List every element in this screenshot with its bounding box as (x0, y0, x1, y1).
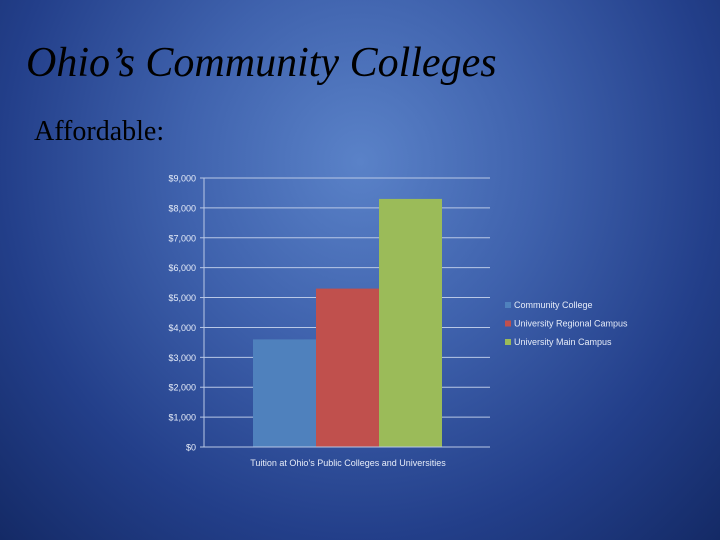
legend-label: University Regional Campus (514, 319, 628, 329)
y-tick-label: $1,000 (168, 413, 196, 423)
y-tick-label: $4,000 (168, 323, 196, 333)
x-category-label: Tuition at Ohio’s Public Colleges and Un… (250, 458, 446, 468)
y-tick-label: $5,000 (168, 293, 196, 303)
y-tick-label: $9,000 (168, 174, 196, 184)
legend-label: University Main Campus (514, 337, 612, 347)
bar-university-regional-campus (316, 288, 379, 447)
legend-swatch (505, 320, 511, 327)
bar-community-college (253, 339, 316, 447)
y-tick-label: $6,000 (168, 263, 196, 273)
y-tick-label: $7,000 (168, 233, 196, 243)
slide-subtitle: Affordable: (34, 116, 165, 147)
legend-label: Community College (514, 300, 593, 310)
y-tick-label: $0 (186, 443, 196, 453)
y-tick-label: $2,000 (168, 383, 196, 393)
slide-title: Ohio’s Community Colleges (26, 40, 497, 86)
legend-swatch (505, 302, 511, 308)
y-tick-label: $8,000 (168, 203, 196, 213)
y-tick-label: $3,000 (168, 353, 196, 363)
legend-swatch (505, 339, 511, 345)
bar-university-main-campus (379, 198, 442, 447)
